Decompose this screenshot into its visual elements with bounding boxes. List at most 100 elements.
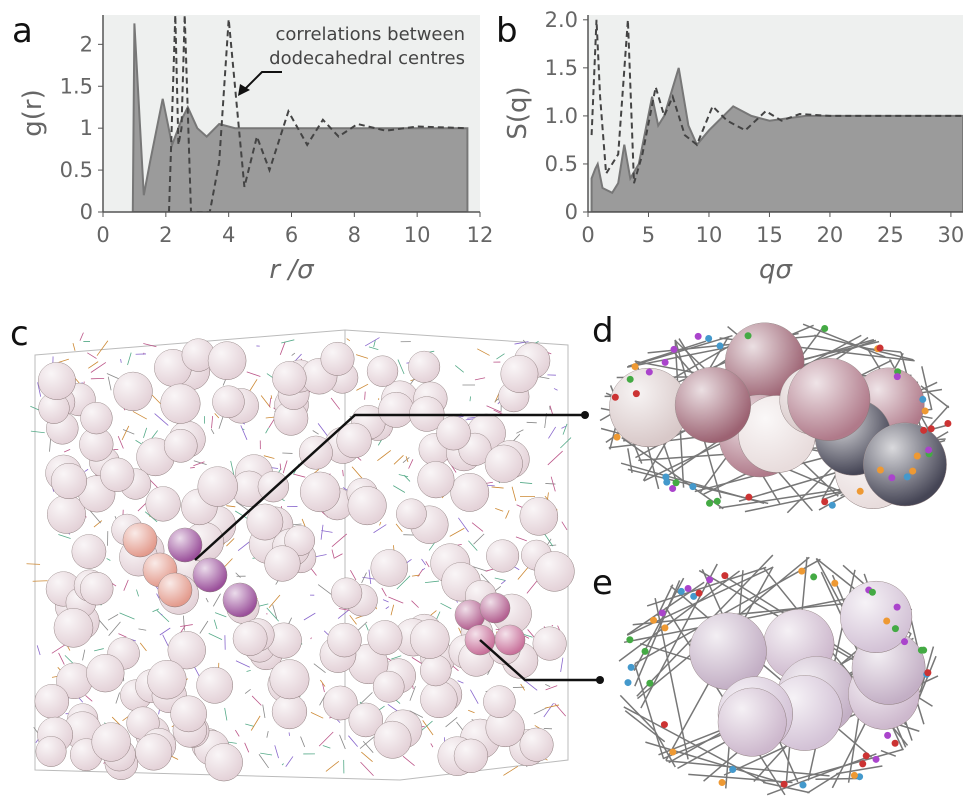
bond — [281, 340, 294, 343]
bond — [280, 342, 285, 355]
cage-vertex — [884, 732, 891, 739]
cage-vertex — [877, 345, 884, 352]
sphere-shine — [272, 361, 306, 395]
x-tick-label: 6 — [285, 223, 298, 247]
sphere-shine — [100, 458, 134, 492]
bond — [107, 558, 111, 560]
bond — [458, 518, 468, 532]
sphere-shine — [72, 535, 106, 569]
bond — [282, 764, 284, 766]
bond — [301, 737, 305, 747]
bond — [561, 658, 563, 672]
bond — [226, 506, 235, 507]
bond — [506, 510, 510, 518]
bond — [470, 690, 478, 704]
bond — [311, 712, 323, 718]
cage-vertex — [857, 488, 864, 495]
bond — [292, 353, 295, 356]
cage-vertex — [696, 590, 703, 597]
bond — [388, 704, 398, 711]
bond — [37, 645, 40, 655]
cage-vertex — [613, 434, 620, 441]
cage-vertex — [673, 479, 680, 486]
bond — [318, 585, 333, 596]
bond — [245, 689, 250, 693]
bond — [315, 555, 327, 557]
cage-vertex — [863, 752, 870, 759]
bond — [319, 732, 333, 746]
bond — [264, 456, 275, 459]
bond — [382, 588, 387, 596]
bond — [236, 573, 241, 578]
sphere-shine — [485, 445, 523, 483]
sphere-shine — [331, 578, 362, 609]
cage-vertex — [919, 396, 926, 403]
bond — [348, 736, 357, 747]
bond — [59, 653, 65, 665]
cage-vertex — [716, 342, 723, 349]
bond — [386, 607, 389, 609]
cage-vertex — [944, 420, 951, 427]
bond — [374, 525, 387, 533]
sphere-shine — [533, 627, 567, 661]
bond — [365, 392, 366, 400]
bond — [512, 487, 516, 501]
bond — [361, 762, 374, 776]
sphere-shine — [114, 372, 153, 411]
sphere-shine — [270, 660, 309, 699]
bond — [143, 428, 146, 438]
sphere-shine — [367, 356, 398, 387]
y-tick-label: 1.5 — [60, 74, 93, 98]
cage-vertex — [745, 332, 752, 339]
bond — [356, 384, 368, 390]
bond — [80, 333, 84, 341]
sphere-shine — [410, 620, 449, 659]
sphere-shine — [328, 623, 362, 657]
bond — [214, 620, 217, 629]
bond — [356, 355, 368, 359]
bond — [441, 603, 452, 609]
bond — [350, 615, 357, 624]
sphere-shine — [451, 473, 489, 511]
sphere-shine — [408, 351, 439, 382]
bond — [361, 752, 372, 762]
y-tick-label: 1.0 — [545, 104, 578, 128]
x-tick-label: 8 — [348, 223, 361, 247]
cage-vertex — [662, 473, 669, 480]
sphere-shine — [535, 551, 575, 591]
sphere-shine — [233, 621, 267, 655]
sphere-shine — [212, 386, 244, 418]
bond — [431, 743, 433, 747]
sphere-shine — [158, 573, 192, 607]
bond — [225, 708, 227, 721]
x-tick-label: 30 — [938, 223, 963, 247]
bond — [200, 621, 208, 634]
bond — [335, 554, 343, 558]
cage-vertex — [888, 474, 895, 481]
bond — [241, 425, 247, 439]
sphere-shine — [198, 467, 238, 507]
bond — [194, 461, 207, 465]
sphere-shine — [35, 684, 69, 718]
bond — [477, 349, 489, 356]
cage-vertex — [669, 749, 676, 756]
cage-vertex — [626, 636, 633, 643]
cage-vertex — [661, 721, 668, 728]
y-tick-label: 1 — [80, 116, 93, 140]
x-tick-label: 25 — [877, 223, 904, 247]
bond — [548, 451, 563, 465]
bond — [518, 567, 528, 579]
sphere-shine — [486, 540, 518, 572]
bond — [426, 561, 429, 567]
bond — [487, 406, 502, 413]
bond — [121, 359, 122, 363]
sphere-shine — [223, 583, 257, 617]
bond — [73, 343, 75, 351]
cage-vertex — [662, 359, 669, 366]
bond — [545, 684, 550, 686]
sphere-shine — [480, 593, 510, 623]
bond — [331, 398, 340, 409]
cage-vertex — [646, 680, 653, 687]
cage-vertex — [925, 446, 932, 453]
